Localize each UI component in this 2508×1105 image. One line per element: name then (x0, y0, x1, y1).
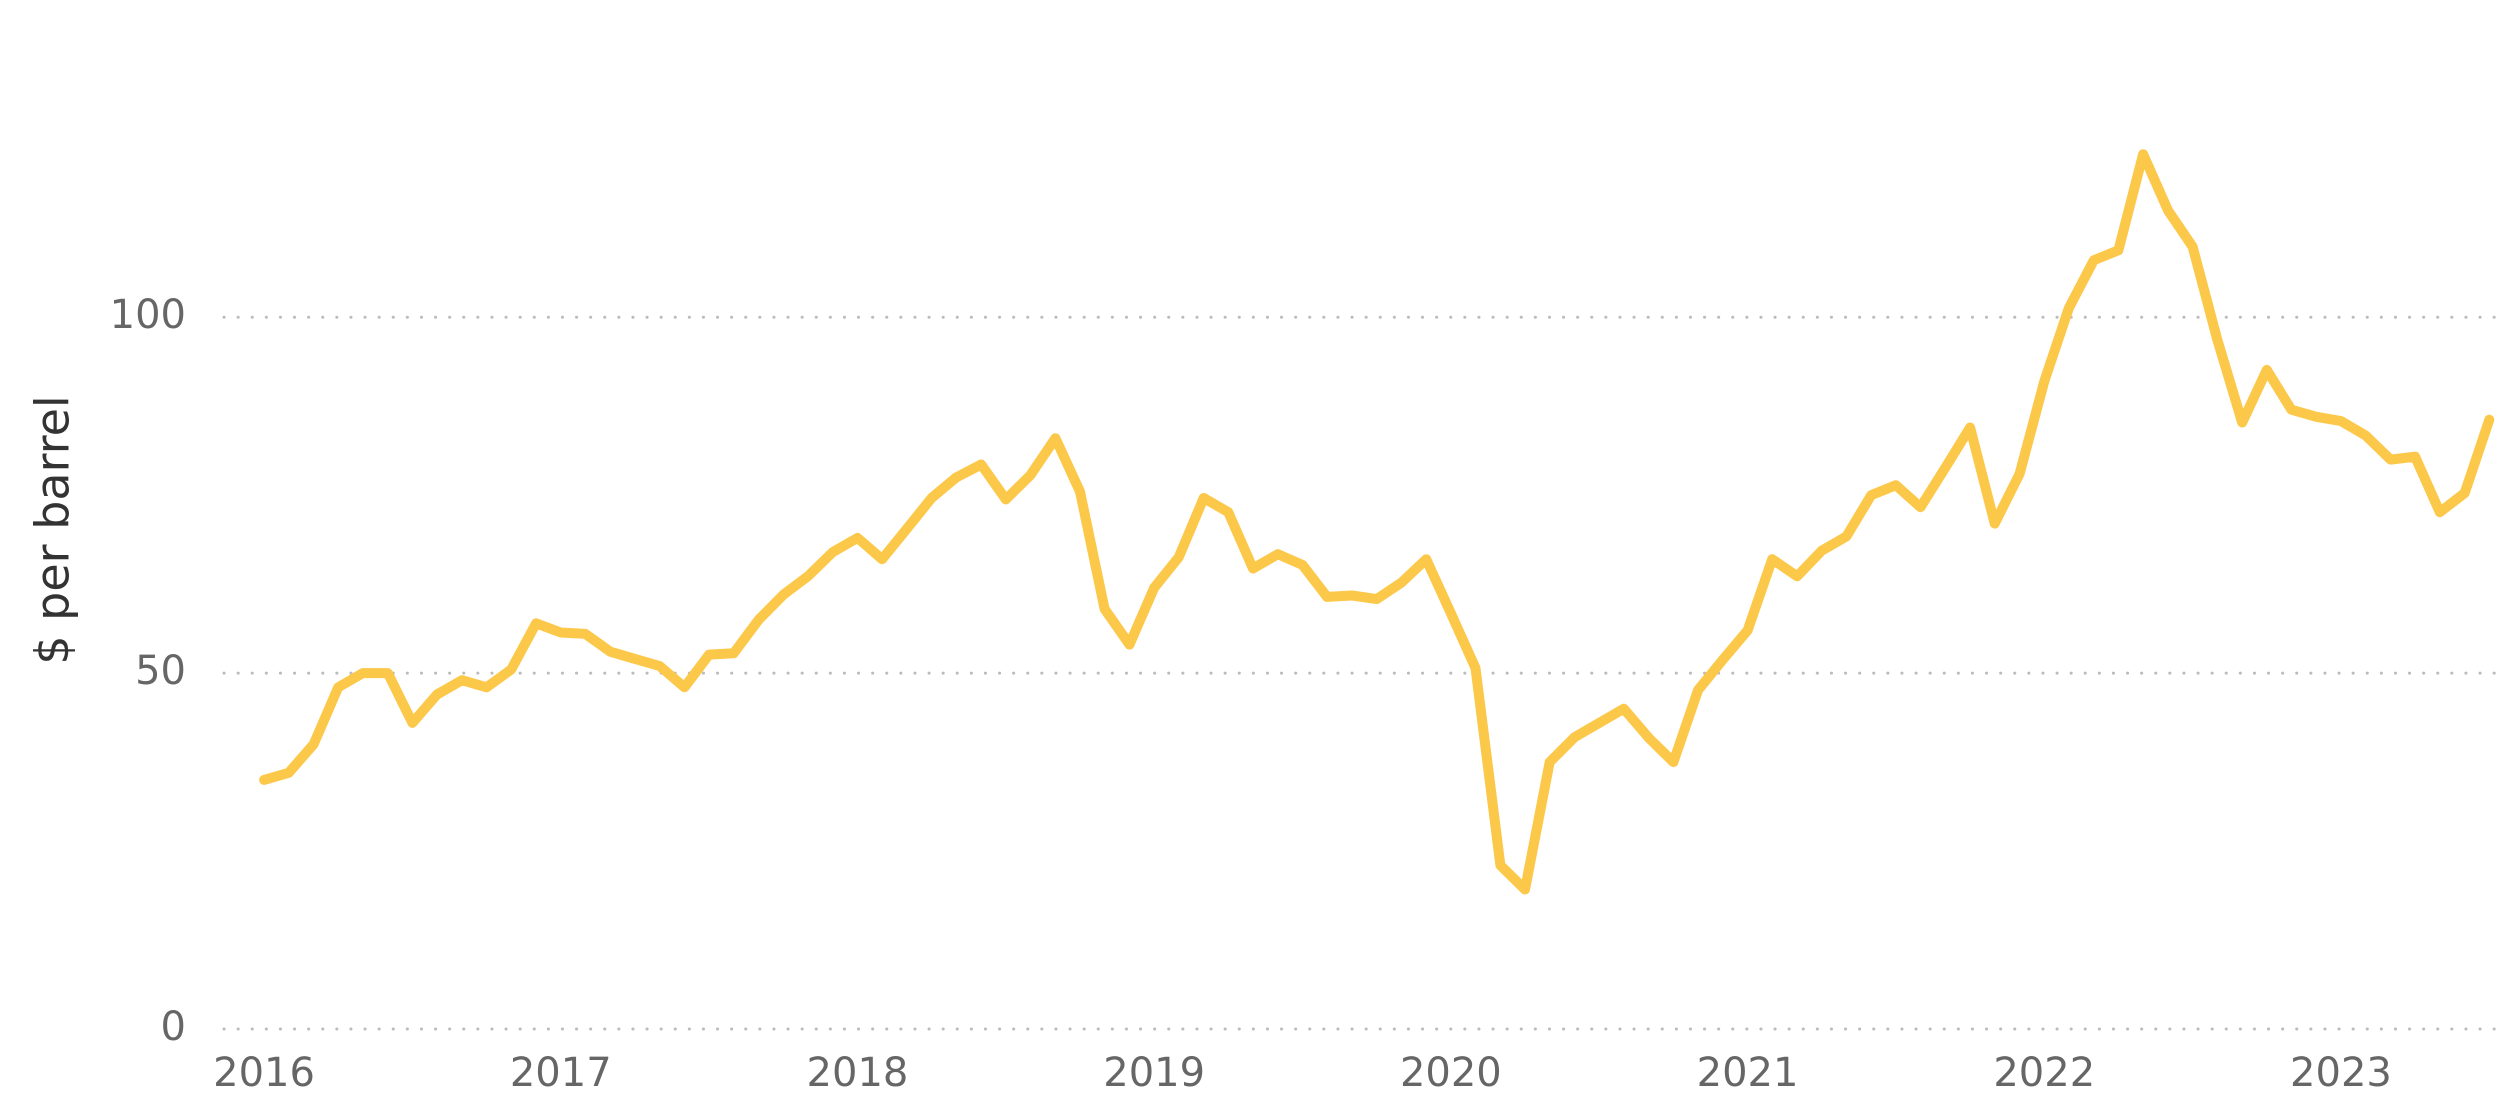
x-tick-label: 2018 (807, 1050, 909, 1096)
x-tick-label: 2020 (1400, 1050, 1502, 1096)
x-tick-label: 2021 (1697, 1050, 1799, 1096)
y-axis-label: $ per barrel (26, 395, 80, 664)
y-tick-label: 50 (135, 648, 186, 694)
y-tick-label: 0 (161, 1004, 186, 1050)
x-tick-label: 2017 (510, 1050, 612, 1096)
x-tick-label: 2016 (213, 1050, 315, 1096)
x-tick-label: 2023 (2290, 1050, 2392, 1096)
x-tick-label: 2022 (1993, 1050, 2095, 1096)
x-tick-label: 2019 (1103, 1050, 1205, 1096)
y-tick-label: 100 (110, 292, 186, 338)
line (259, 149, 2495, 895)
